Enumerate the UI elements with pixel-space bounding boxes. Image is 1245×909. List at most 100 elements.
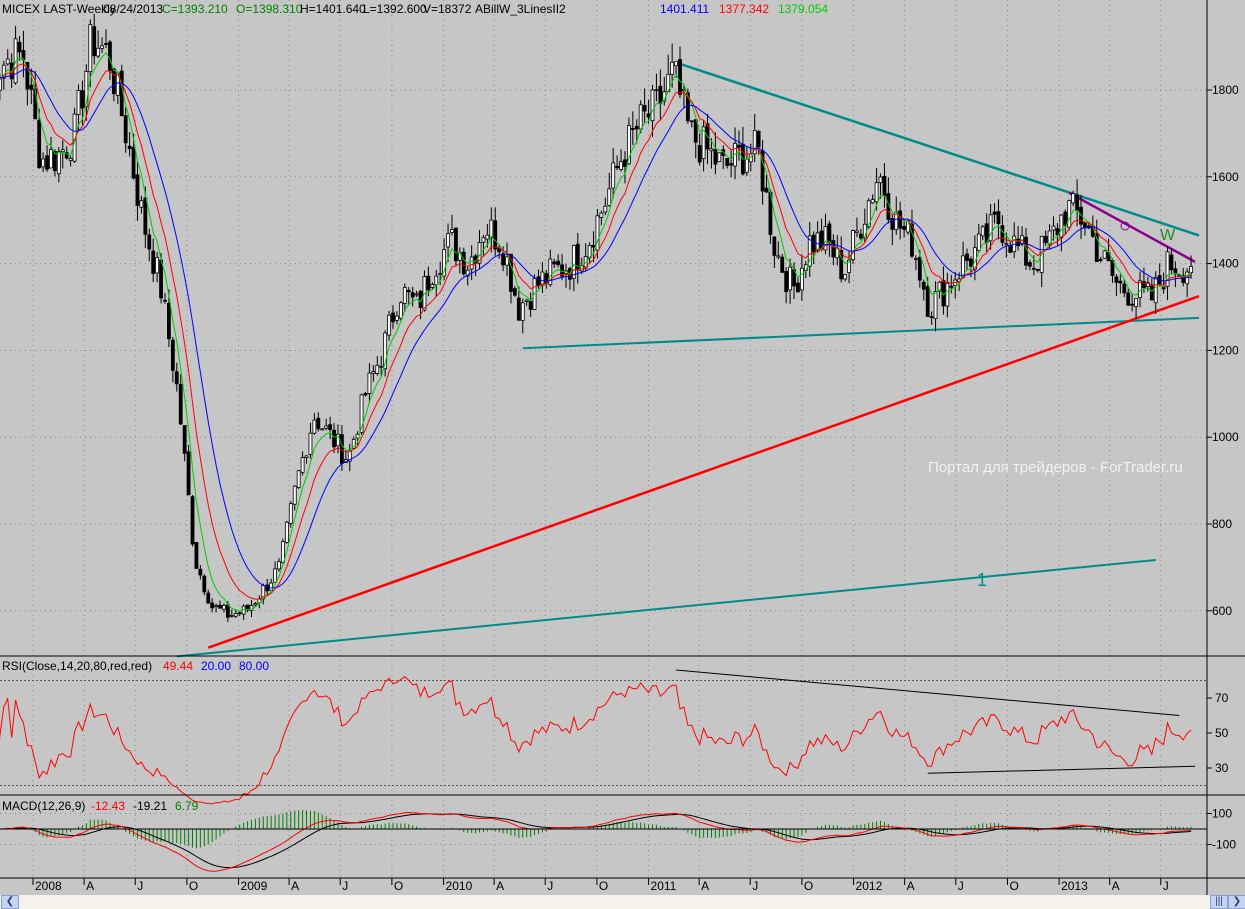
candle-up (296, 470, 301, 488)
candle-up (524, 299, 529, 302)
candle-up (937, 281, 942, 292)
scroll-right-button[interactable]: ❯ (1228, 895, 1245, 909)
candle-up (607, 188, 612, 206)
candle-down (131, 146, 136, 179)
candle-up (68, 158, 73, 161)
candle-up (395, 315, 399, 321)
candle-down (225, 604, 230, 618)
trendline-rising-support (207, 294, 1200, 649)
candle-down (454, 227, 458, 262)
candle-down (218, 604, 222, 609)
candle-down (123, 115, 128, 144)
candle-up (56, 151, 61, 175)
candle-down (509, 253, 513, 292)
candle-up (414, 293, 419, 296)
candle-up (277, 561, 281, 570)
candle-up (281, 541, 285, 564)
candle-up (548, 258, 553, 286)
candle-down (1043, 235, 1048, 243)
ma-line-green (0, 51, 1192, 612)
candle-down (1114, 276, 1119, 283)
candle-up (1059, 214, 1064, 238)
candle-up (855, 230, 859, 234)
trendline-channel-line-1 (176, 559, 1156, 658)
candle-up (139, 200, 144, 208)
candle-up (638, 104, 643, 130)
candle-up (866, 200, 871, 228)
candle-up (84, 71, 89, 108)
candle-up (1067, 200, 1072, 228)
candle-down (45, 155, 49, 170)
candle-up (288, 503, 293, 524)
candle-down (921, 281, 926, 290)
scroll-thumb[interactable]: ||| (1210, 895, 1228, 909)
rsi-tick-label: 70 (1215, 691, 1229, 705)
candle-down (772, 236, 777, 256)
svg-text:MACD(12,26,9) -12.43 -19.2: MACD(12,26,9) -12.43 -19.21 6.79 (2, 799, 199, 813)
rsi-high: 80.00 (239, 659, 269, 673)
date-tick-label: 2010 (446, 879, 473, 893)
candle-up (41, 158, 46, 168)
candle-down (391, 312, 395, 323)
macd-signal-line (0, 813, 1192, 869)
candle-down (147, 234, 152, 250)
candle-up (304, 455, 309, 458)
macd-label: MACD(12,26,9) (2, 799, 85, 813)
candle-up (72, 113, 77, 162)
rsi-trendline (927, 765, 1196, 774)
scroll-left-button[interactable]: ❮ (1, 895, 19, 909)
candle-down (992, 211, 997, 215)
candle-up (100, 45, 104, 49)
candle-up (96, 47, 101, 57)
rsi-tick-label: 50 (1215, 726, 1229, 740)
candle-down (1094, 232, 1099, 262)
candle-up (1153, 277, 1158, 304)
candle-down (1130, 303, 1135, 306)
candle-up (1, 64, 6, 79)
trendline-support-2010 (522, 316, 1200, 350)
date-tick-label: A (496, 879, 504, 893)
candle-up (320, 428, 325, 431)
candle-down (949, 285, 954, 288)
candle-up (1134, 298, 1138, 308)
date-tick-label: A (86, 879, 94, 893)
candle-up (489, 219, 494, 239)
candle-down (552, 261, 557, 265)
candle-down (1024, 236, 1028, 266)
candle-down (37, 119, 42, 169)
candle-down (693, 119, 698, 143)
candle-up (717, 152, 722, 163)
candle-down (29, 84, 34, 90)
candle-down (1126, 292, 1131, 306)
rsi-line (0, 675, 1192, 805)
candle-up (670, 61, 675, 75)
candle-down (332, 429, 336, 448)
price-tick-label: 1600 (1212, 170, 1239, 184)
gridlines (0, 0, 1207, 878)
candle-up (520, 302, 525, 321)
candle-up (88, 24, 93, 73)
candle-down (536, 276, 541, 286)
candle-up (60, 149, 65, 152)
candle-up (674, 61, 678, 67)
macd-line (0, 811, 1192, 872)
candle-up (945, 282, 950, 307)
date-tick-label: J (1163, 879, 1169, 893)
candle-up (465, 269, 470, 277)
indicator-name: ABillW_3LinesII2 (475, 2, 566, 16)
candle-up (0, 78, 2, 91)
horizontal-scrollbar[interactable]: ❮ ||| ❯ (0, 895, 1245, 909)
candle-down (890, 218, 895, 230)
candle-down (127, 145, 132, 150)
candle-down (182, 425, 187, 454)
close-value: C=1393.210 (162, 2, 228, 16)
candle-up (870, 199, 875, 204)
candle-down (410, 292, 415, 298)
candle-up (744, 158, 749, 173)
date-tick-label: J (342, 879, 348, 893)
wave-label: W (1160, 227, 1176, 244)
candle-down (163, 299, 167, 302)
candle-down (623, 159, 627, 167)
candle-down (764, 187, 769, 193)
candle-down (1016, 238, 1021, 247)
